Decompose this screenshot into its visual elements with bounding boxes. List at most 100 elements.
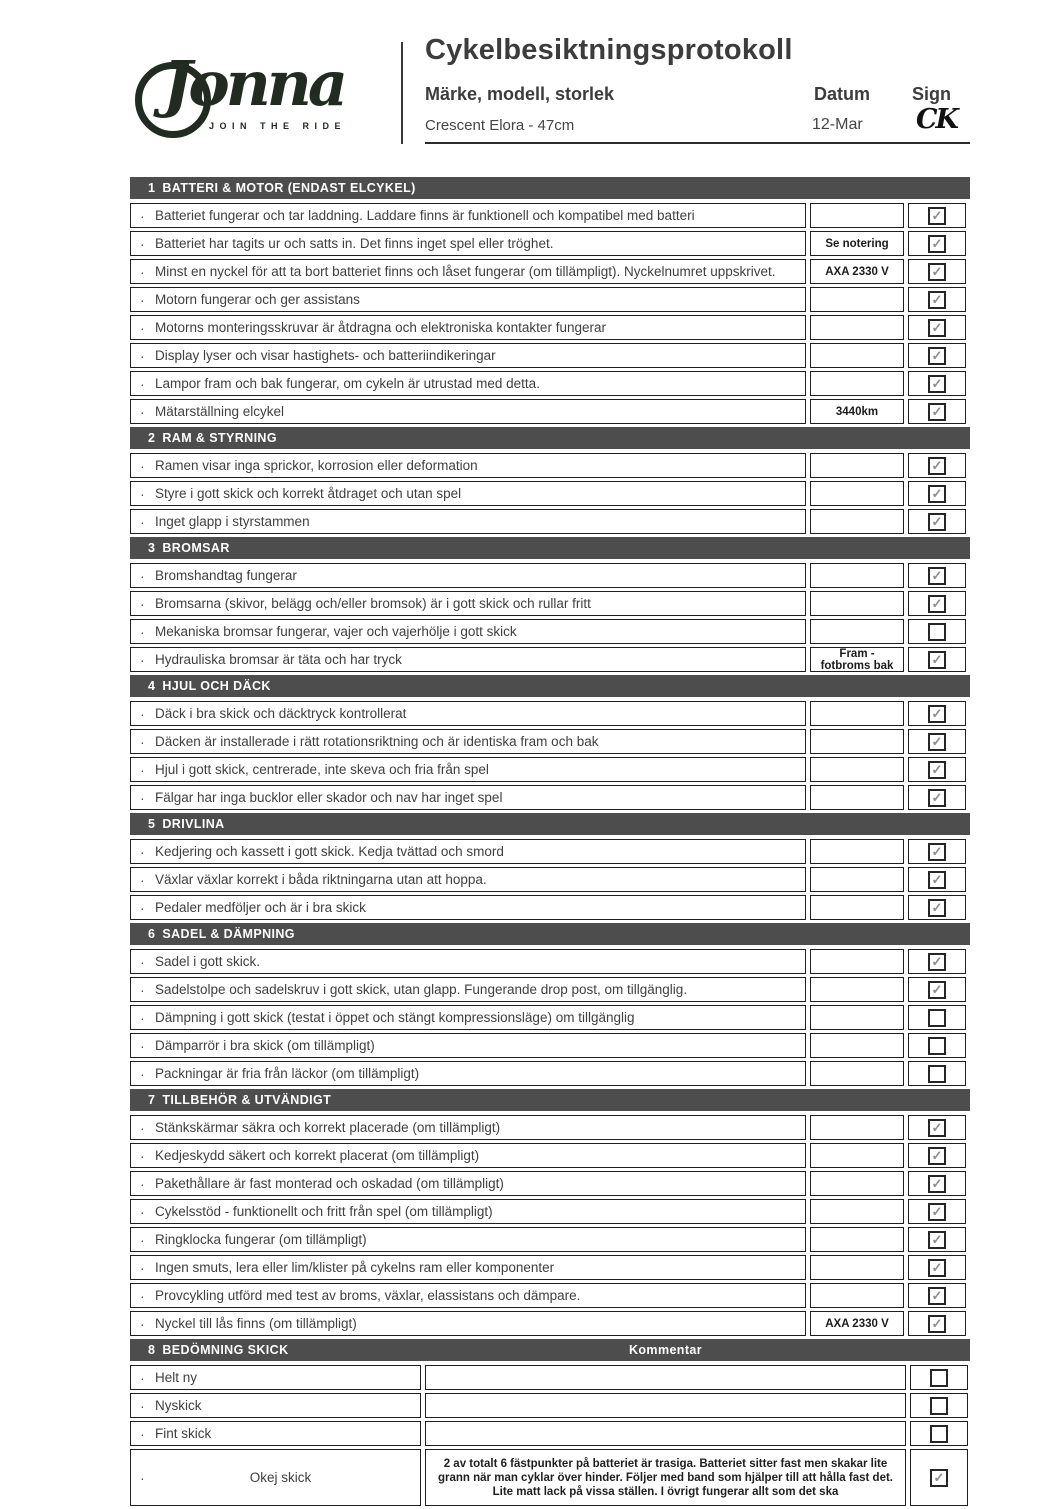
row-label: Kedjering och kassett i gott skick. Kedj… — [155, 844, 504, 859]
row-label: Mekaniska bromsar fungerar, vajer och va… — [155, 624, 517, 639]
checkbox-cell — [908, 1005, 966, 1030]
checklist-row: · Provcykling utförd med test av broms, v… — [130, 1283, 970, 1308]
checkbox-checked[interactable] — [928, 290, 946, 309]
checkbox-checked[interactable] — [928, 484, 946, 503]
checkbox-unchecked[interactable] — [928, 1036, 946, 1055]
checkbox-checked[interactable] — [928, 898, 946, 917]
row-label: Ramen visar inga sprickor, korrosion ell… — [155, 458, 478, 473]
row-label: Fint skick — [155, 1426, 212, 1441]
checkbox-cell — [908, 729, 966, 754]
checkbox-unchecked[interactable] — [930, 1396, 948, 1415]
checkbox-unchecked[interactable] — [928, 622, 946, 641]
checkbox-checked[interactable] — [928, 1202, 946, 1221]
row-text-cell: · Okej skick — [130, 1449, 421, 1506]
section-number: 2 — [148, 431, 156, 445]
row-label: Dämpning i gott skick (testat i öppet oc… — [155, 1010, 635, 1025]
checkbox-unchecked[interactable] — [930, 1368, 948, 1387]
note-cell — [810, 701, 904, 726]
checklist-row: · Motorns monteringsskruvar är åtdragna o… — [130, 315, 970, 340]
checklist-row: · Packningar är fria från läckor (om till… — [130, 1061, 970, 1086]
checkbox-checked[interactable] — [928, 456, 946, 475]
checkbox-checked[interactable] — [928, 594, 946, 613]
row-text-cell: · Mätarställning elcykel — [130, 399, 806, 424]
note-cell — [810, 453, 904, 478]
checklist-row: · Ingen smuts, lera eller lim/klister på … — [130, 1255, 970, 1280]
checkbox-checked[interactable] — [928, 704, 946, 723]
kommentar-column-header: Kommentar — [628, 1343, 703, 1357]
checklist-row: · Däck i bra skick och däcktryck kontroll… — [130, 701, 970, 726]
checkbox-checked[interactable] — [928, 512, 946, 531]
checklist-row: · Okej skick 2 av totalt 6 fästpunkter på … — [130, 1449, 970, 1506]
checkbox-checked[interactable] — [928, 346, 946, 365]
note-cell: Se notering — [810, 231, 904, 256]
checkbox-checked[interactable] — [928, 650, 946, 669]
checkbox-cell — [908, 509, 966, 534]
checkbox-cell — [908, 619, 966, 644]
row-label: Ingen smuts, lera eller lim/klister på c… — [155, 1260, 555, 1275]
checklist-row: · Nyckel till lås finns (om tillämpligt) A… — [130, 1311, 970, 1336]
checklist-row: · Bromsarna (skivor, belägg och/eller bro… — [130, 591, 970, 616]
checkbox-checked[interactable] — [928, 566, 946, 585]
row-text-cell: · Ingen smuts, lera eller lim/klister på … — [130, 1255, 806, 1280]
row-text-cell: · Ringklocka fungerar (om tillämpligt) — [130, 1227, 806, 1252]
checkbox-checked[interactable] — [928, 262, 946, 281]
checkbox-unchecked[interactable] — [930, 1424, 948, 1443]
checklist-row: · Cykelsstöd - funktionellt och fritt frå… — [130, 1199, 970, 1224]
checkbox-checked[interactable] — [928, 760, 946, 779]
checkbox-checked[interactable] — [928, 234, 946, 253]
checkbox-checked[interactable] — [930, 1468, 948, 1487]
checklist-row: · Minst en nyckel för att ta bort batteri… — [130, 259, 970, 284]
checkbox-checked[interactable] — [928, 1118, 946, 1137]
note-cell — [810, 1255, 904, 1280]
checkbox-checked[interactable] — [928, 318, 946, 337]
note-cell — [810, 343, 904, 368]
section-title: BATTERI & MOTOR (ENDAST ELCYKEL) — [162, 181, 416, 195]
row-text-cell: · Minst en nyckel för att ta bort batteri… — [130, 259, 806, 284]
checkbox-cell — [908, 1143, 966, 1168]
row-label: Nyskick — [155, 1398, 202, 1413]
bullet-icon: · — [140, 595, 145, 612]
checkbox-checked[interactable] — [928, 402, 946, 421]
section-header-3: 3 BROMSAR — [130, 537, 970, 559]
checkbox-unchecked[interactable] — [928, 1064, 946, 1083]
bullet-icon: · — [140, 1065, 145, 1082]
checkbox-checked[interactable] — [928, 1174, 946, 1193]
row-label: Bromsarna (skivor, belägg och/eller brom… — [155, 596, 591, 611]
section-number: 1 — [148, 181, 156, 195]
checkbox-cell — [908, 647, 966, 672]
checkbox-checked[interactable] — [928, 1314, 946, 1333]
checkbox-checked[interactable] — [928, 788, 946, 807]
checkbox-checked[interactable] — [928, 1146, 946, 1165]
checkbox-checked[interactable] — [928, 732, 946, 751]
note-text: AXA 2330 V — [825, 1317, 889, 1330]
page-title: Cykelbesiktningsprotokoll — [425, 34, 793, 66]
bullet-icon: · — [140, 651, 145, 668]
comment-cell — [425, 1393, 906, 1418]
checkbox-checked[interactable] — [928, 870, 946, 889]
bullet-icon: · — [140, 1315, 145, 1332]
checkbox-unchecked[interactable] — [928, 1008, 946, 1027]
row-label: Pakethållare är fast monterad och oskada… — [155, 1176, 504, 1191]
row-label: Bromshandtag fungerar — [155, 568, 297, 583]
checkbox-checked[interactable] — [928, 952, 946, 971]
row-text-cell: · Hjul i gott skick, centrerade, inte ske… — [130, 757, 806, 782]
checkbox-checked[interactable] — [928, 842, 946, 861]
checklist-row: · Stänkskärmar säkra och korrekt placerad… — [130, 1115, 970, 1140]
checkbox-checked[interactable] — [928, 206, 946, 225]
checkbox-cell — [910, 1449, 968, 1506]
row-label: Lampor fram och bak fungerar, om cykeln … — [155, 376, 540, 391]
checklist-row: · Inget glapp i styrstammen — [130, 509, 970, 534]
checkbox-checked[interactable] — [928, 374, 946, 393]
checkbox-checked[interactable] — [928, 980, 946, 999]
checkbox-cell — [908, 839, 966, 864]
checkbox-checked[interactable] — [928, 1258, 946, 1277]
checkbox-checked[interactable] — [928, 1286, 946, 1305]
row-label: Växlar växlar korrekt i båda riktningarn… — [155, 872, 487, 887]
checklist-row: · Nyskick — [130, 1393, 970, 1418]
bullet-icon: · — [140, 235, 145, 252]
signature: CK — [916, 104, 959, 135]
checkbox-checked[interactable] — [928, 1230, 946, 1249]
comment-cell — [425, 1365, 906, 1390]
checkbox-cell — [908, 453, 966, 478]
note-text: Fram - fotbroms bak — [820, 647, 894, 672]
